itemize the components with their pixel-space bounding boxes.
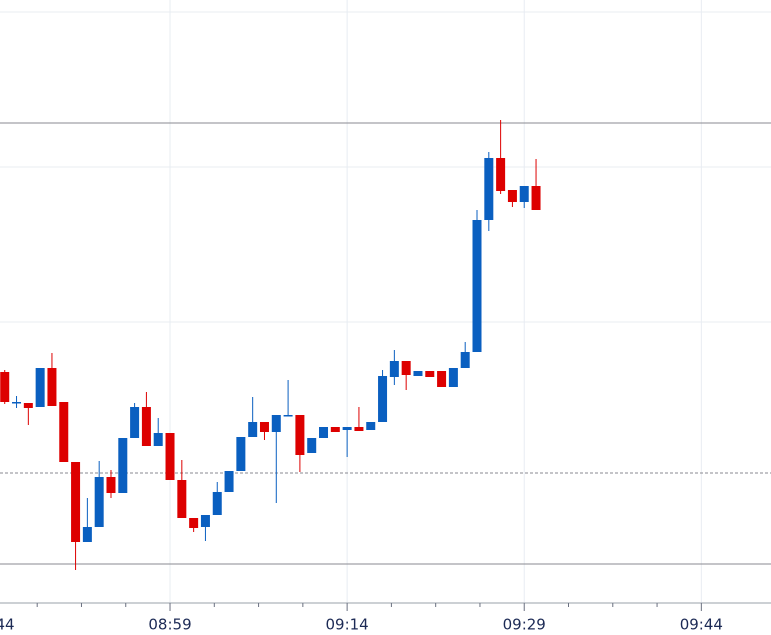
candle-body — [401, 361, 411, 375]
candle-body — [165, 433, 175, 480]
candle-body — [319, 427, 329, 438]
candle-body — [0, 372, 10, 402]
candle-body — [35, 368, 45, 407]
candle-body — [448, 368, 458, 387]
candle-body — [94, 477, 104, 527]
x-tick-label: 08:59 — [148, 616, 191, 634]
candle-body — [200, 515, 210, 527]
candle-body — [177, 480, 187, 518]
candle-body — [307, 438, 317, 453]
candle-body — [413, 371, 423, 376]
candle-body — [519, 186, 529, 202]
candle-body — [12, 402, 22, 404]
candle-body — [189, 518, 199, 528]
candle-body — [389, 361, 399, 377]
candle-body — [47, 368, 57, 406]
candle-body — [141, 407, 151, 446]
candle-body — [531, 186, 541, 210]
candle-body — [271, 415, 281, 432]
x-tick-label: 08:44 — [0, 616, 15, 634]
candle-body — [484, 158, 494, 220]
candle-body — [118, 438, 128, 493]
candle-body — [130, 407, 140, 438]
candle-body — [59, 402, 69, 462]
candle-body — [23, 403, 33, 408]
x-tick-label: 09:14 — [326, 616, 369, 634]
candle-body — [153, 433, 163, 446]
candle-body — [212, 492, 222, 515]
candle-body — [236, 437, 246, 471]
candle-body — [82, 527, 92, 542]
candle-body — [472, 220, 482, 352]
candle-body — [224, 471, 234, 492]
candle-body — [106, 477, 116, 493]
candle-body — [283, 415, 293, 417]
candle-body — [507, 190, 517, 202]
x-tick-label: 09:44 — [680, 616, 723, 634]
candle-body — [248, 422, 258, 437]
candle-body — [496, 158, 506, 191]
candle-body — [295, 415, 305, 455]
candle-body — [259, 422, 269, 432]
candle-body — [425, 371, 435, 377]
x-tick-label: 09:29 — [503, 616, 546, 634]
candle-body — [71, 462, 81, 542]
candle-body — [437, 371, 447, 387]
candle-body — [342, 427, 352, 430]
candle-body — [354, 427, 364, 431]
candle-body — [330, 427, 340, 432]
candle-body — [378, 376, 388, 422]
candle-body — [460, 352, 470, 368]
candle-body — [366, 422, 376, 430]
